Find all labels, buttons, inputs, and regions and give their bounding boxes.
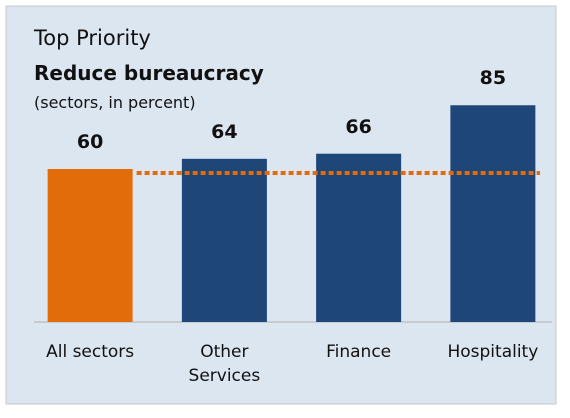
bar bbox=[181, 158, 267, 322]
x-tick-label: Hospitality bbox=[447, 342, 539, 362]
chart-title: Top Priority bbox=[34, 26, 151, 50]
value-label: 64 bbox=[211, 120, 238, 143]
bar bbox=[316, 153, 402, 322]
value-label: 85 bbox=[479, 67, 507, 90]
value-label: 66 bbox=[345, 115, 372, 138]
chart-note: (sectors, in percent) bbox=[34, 93, 196, 112]
bar bbox=[47, 169, 133, 322]
x-tick-label: All sectors bbox=[46, 342, 135, 362]
chart-subtitle: Reduce bureaucracy bbox=[34, 61, 264, 85]
x-tick-label: Other Services bbox=[188, 342, 261, 386]
x-tick-label: Finance bbox=[326, 342, 392, 362]
bar bbox=[450, 105, 536, 322]
value-label: 60 bbox=[76, 131, 104, 153]
